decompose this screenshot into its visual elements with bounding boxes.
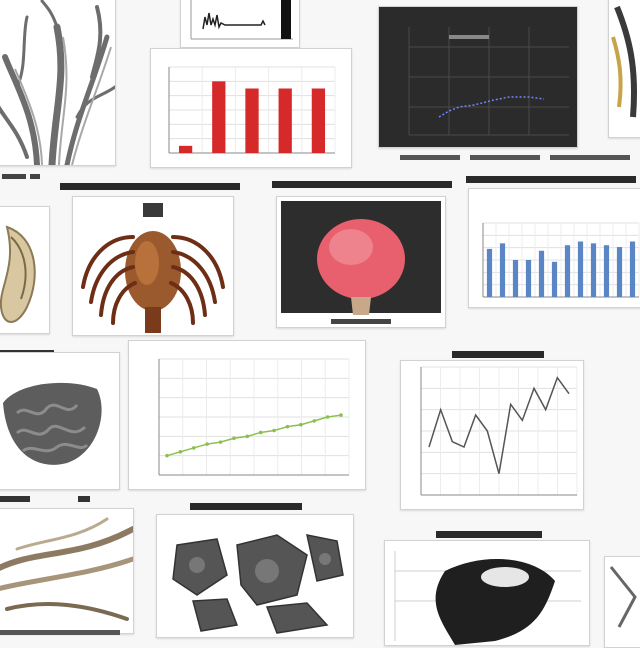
edge-fragment-bottom <box>609 566 637 628</box>
bar <box>590 243 597 297</box>
bar <box>499 243 506 297</box>
heading-smudge-6 <box>190 503 302 510</box>
data-point <box>232 436 236 441</box>
tile-pink-organ-illustration <box>276 196 446 328</box>
tile-left-shell-illustration <box>0 206 50 334</box>
black-line-chart <box>420 366 578 496</box>
data-point <box>258 430 263 435</box>
heading-smudge-3 <box>466 176 636 183</box>
bar <box>245 88 259 153</box>
bar <box>525 260 532 297</box>
bar <box>178 145 193 153</box>
tile-blue-bar-chart <box>468 188 640 308</box>
blue-bar-chart <box>482 222 640 298</box>
tile-top-strip-chart <box>180 0 300 48</box>
tile-fiber-illustration <box>0 508 134 634</box>
tile-tissue-fragments-illustration <box>156 514 354 638</box>
edge-fragment <box>611 5 638 118</box>
tile-root-illustration <box>0 0 116 166</box>
data-point <box>272 428 276 433</box>
tile-brain-slice-illustration <box>0 352 120 490</box>
tile-red-bar-chart <box>150 48 352 168</box>
data-point <box>245 434 250 439</box>
heading-smudge-7 <box>436 531 542 538</box>
tissue-fragments-illustration <box>172 534 344 634</box>
data-point <box>218 440 223 444</box>
data-point <box>205 442 209 446</box>
data-point <box>285 424 290 429</box>
series-line <box>166 414 342 457</box>
shell-illustration <box>0 225 36 323</box>
tile-green-line-chart <box>128 340 366 490</box>
dark-scatter-chart <box>408 27 569 136</box>
bar <box>577 241 584 297</box>
series-line <box>428 376 570 474</box>
bar <box>564 245 571 297</box>
red-bar-chart <box>168 66 336 154</box>
bar <box>538 250 545 297</box>
data-point <box>339 413 343 417</box>
data-point <box>165 453 169 458</box>
data-point <box>325 415 330 419</box>
bar <box>629 241 636 297</box>
heading-smudge-2 <box>272 181 452 188</box>
bar <box>311 88 326 153</box>
bar <box>616 247 623 297</box>
bar <box>486 248 493 297</box>
bar <box>278 88 292 153</box>
tile-edge-fragment-bottom-right <box>604 556 640 648</box>
caption-smudge-2 <box>400 155 630 160</box>
data-point <box>178 450 183 454</box>
caption-smudge-5 <box>0 630 120 635</box>
caption-smudge-1 <box>2 174 40 179</box>
heading-smudge-1 <box>60 183 240 190</box>
tile-dark-mass-illustration <box>384 540 590 646</box>
pink-organ-illustration <box>281 201 441 324</box>
tile-edge-fragment-right <box>608 0 640 138</box>
tile-dark-scatter-chart <box>378 6 578 148</box>
fiber-illustration <box>0 517 133 621</box>
brain-slice-illustration <box>3 382 102 465</box>
strip-chart <box>190 0 293 40</box>
root-illustration <box>0 0 115 165</box>
bar <box>212 81 226 153</box>
green-line-chart <box>158 358 350 476</box>
bar <box>512 260 519 297</box>
data-point <box>191 446 196 450</box>
bar <box>603 245 610 297</box>
bar <box>551 261 558 297</box>
heading-smudge-5 <box>452 351 544 358</box>
data-point <box>299 422 303 427</box>
data-point <box>312 419 317 423</box>
dark-mass-illustration <box>394 551 581 645</box>
caption-smudge-4 <box>0 496 90 502</box>
ribcage-illustration <box>81 203 225 333</box>
tile-ribcage-illustration <box>72 196 234 336</box>
tile-black-line-chart <box>400 360 584 510</box>
